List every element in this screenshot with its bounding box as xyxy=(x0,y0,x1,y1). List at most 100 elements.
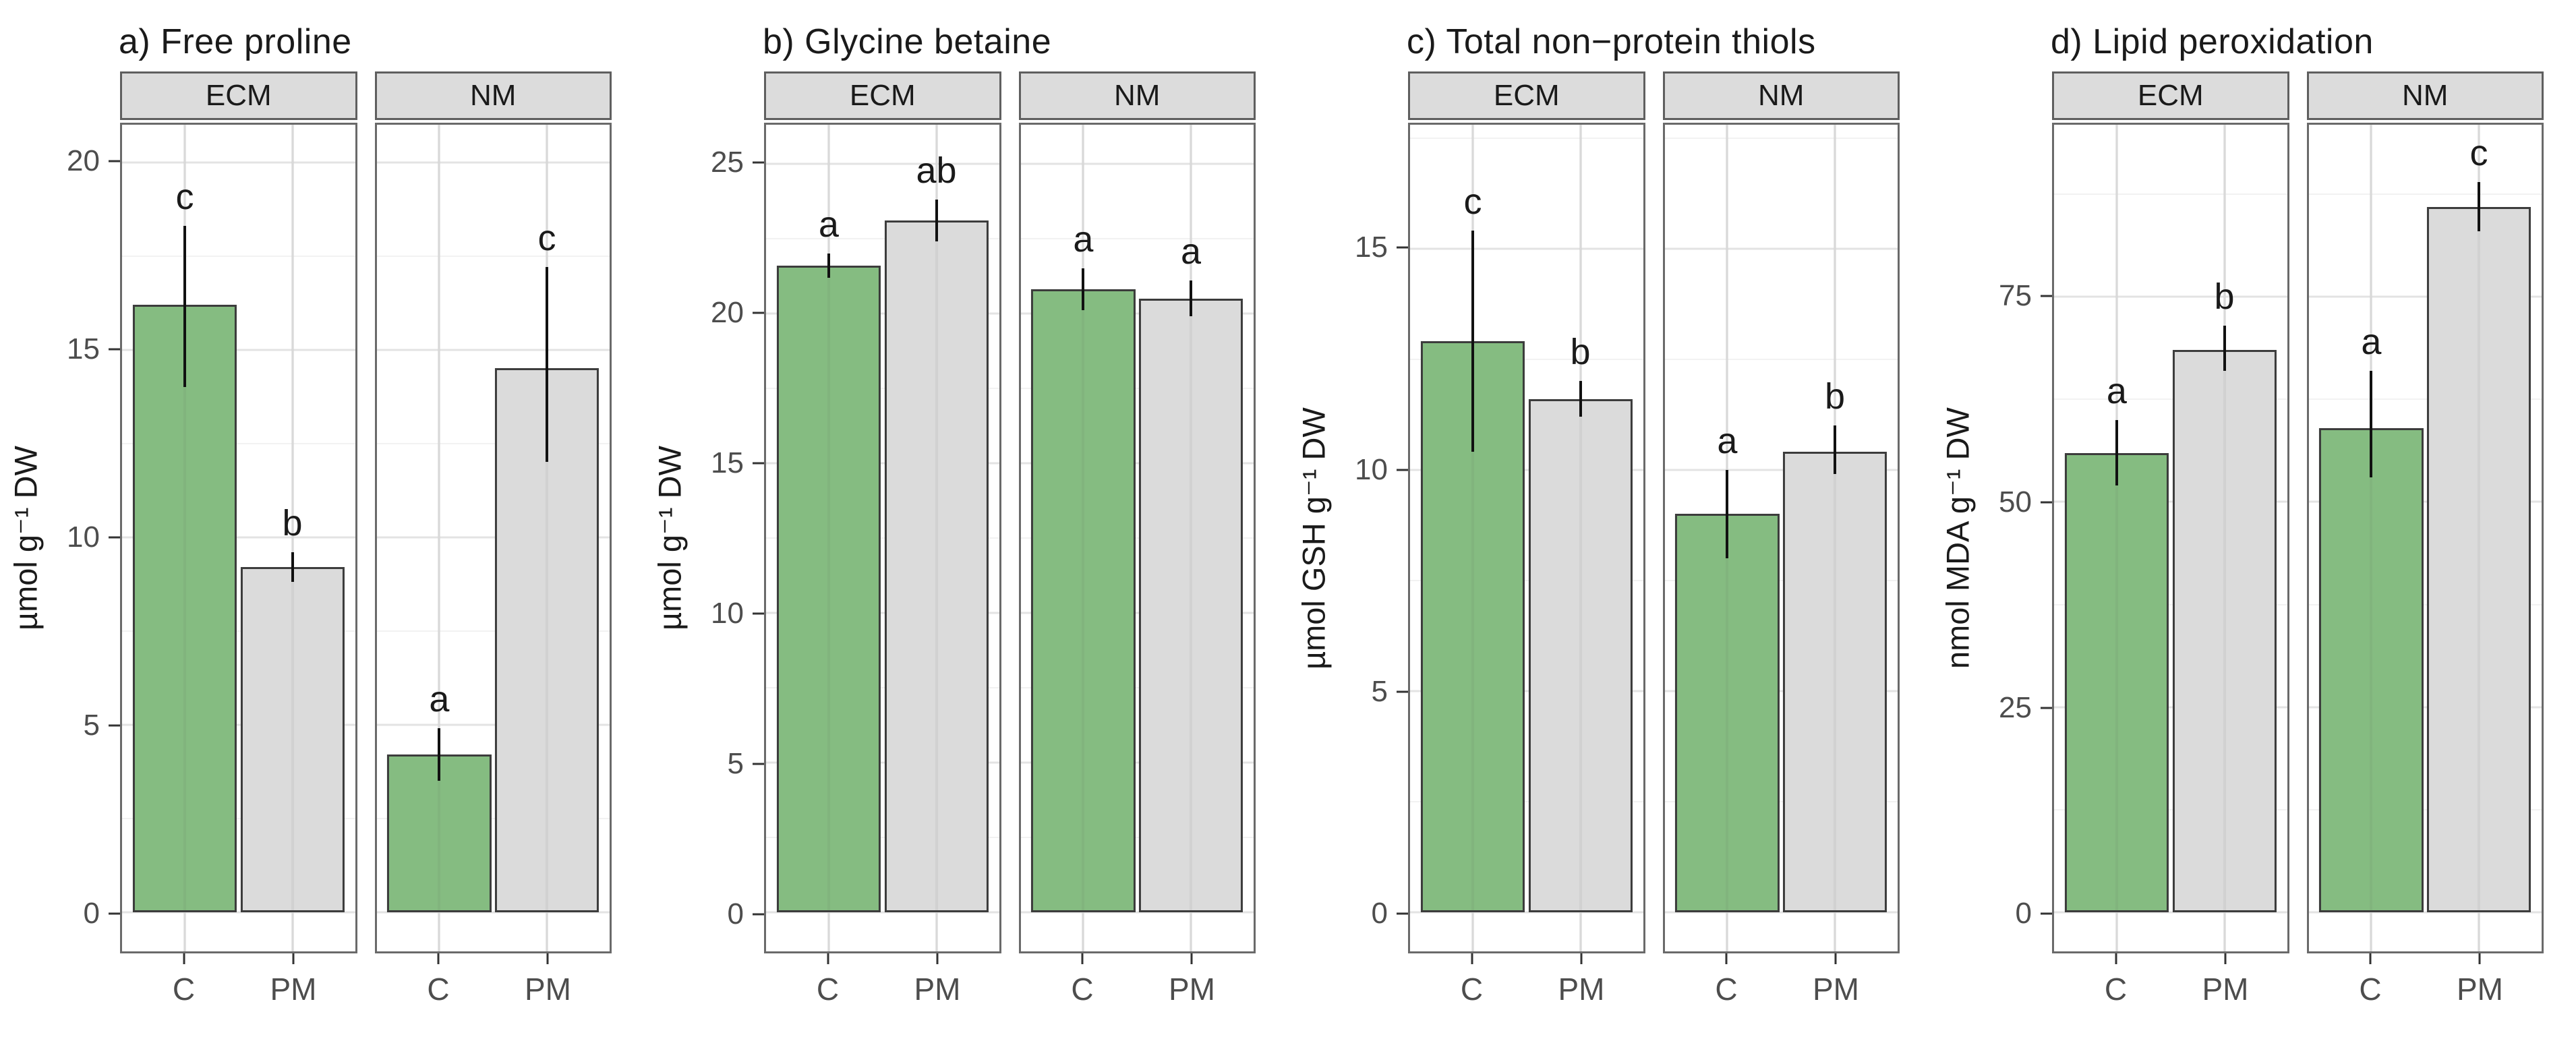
significance-letter: a xyxy=(429,679,450,720)
facet-strip-label: NM xyxy=(1662,71,1900,120)
error-bar xyxy=(2223,325,2226,371)
gridline-major xyxy=(376,723,610,726)
significance-letter: b xyxy=(282,502,303,543)
bar-nm-pm xyxy=(1139,298,1243,913)
gridline-overlay xyxy=(183,125,186,951)
gridline-minor xyxy=(2054,603,2287,605)
x-tick-label: PM xyxy=(1168,972,1215,1007)
gridline-overlay xyxy=(2223,125,2226,951)
gridline-major xyxy=(122,723,355,726)
y-tick-label: 25 xyxy=(1999,691,2032,725)
x-tick-label: C xyxy=(172,972,196,1007)
gridline-major xyxy=(766,612,999,614)
x-tick-mark xyxy=(1190,953,1193,964)
error-bar xyxy=(546,267,549,463)
error-bar xyxy=(1579,381,1582,417)
y-axis-ticks: 0 5 10 15 20 25 xyxy=(691,123,764,953)
gridline-major xyxy=(766,162,999,165)
bar-ecm-c xyxy=(132,304,237,912)
x-tick-mark xyxy=(546,953,549,964)
gridline-major xyxy=(122,349,355,351)
x-tick-label: C xyxy=(1071,972,1094,1007)
gridline-minor xyxy=(1020,387,1254,389)
gridline-major xyxy=(766,761,999,764)
gridline-major xyxy=(766,312,999,315)
x-axis: C PM xyxy=(2052,953,2289,1015)
x-tick-label: PM xyxy=(2456,972,2503,1007)
facet-strip-label: ECM xyxy=(1408,71,1645,120)
bar-nm-pm xyxy=(2427,206,2531,912)
y-tick-mark xyxy=(753,161,764,164)
y-tick-mark xyxy=(753,612,764,615)
gridline-major xyxy=(1020,462,1254,465)
gridline-overlay xyxy=(1579,125,1582,951)
gridline-major xyxy=(1664,247,1898,250)
significance-letter: b xyxy=(2214,276,2235,317)
y-tick-mark xyxy=(753,913,764,916)
gridline-overlay xyxy=(438,125,441,951)
gridline-major xyxy=(766,462,999,465)
significance-letter: c xyxy=(537,218,556,259)
error-bar xyxy=(183,226,186,388)
x-tick-mark xyxy=(1580,953,1583,964)
y-tick-label: 25 xyxy=(711,145,744,179)
gridline-minor xyxy=(376,630,610,632)
error-bar xyxy=(935,200,938,242)
y-tick-label: 50 xyxy=(1999,485,2032,518)
x-axis: C PM xyxy=(375,953,612,1015)
facet-strip-label: NM xyxy=(1018,71,1256,120)
y-tick-mark xyxy=(2041,912,2052,915)
x-axis: C PM xyxy=(1663,953,1900,1015)
error-bar xyxy=(1471,231,1474,452)
x-tick-mark xyxy=(292,953,295,964)
gridline-minor xyxy=(1410,800,1643,802)
x-tick-mark xyxy=(936,953,939,964)
gridline-major xyxy=(1020,162,1254,165)
gridline-minor xyxy=(122,630,355,632)
facet-strip-label: ECM xyxy=(2052,71,2289,120)
y-tick-label: 0 xyxy=(2015,897,2032,930)
gridline-minor xyxy=(376,442,610,444)
gridline-minor xyxy=(376,255,610,257)
y-tick-mark xyxy=(753,763,764,765)
gridline-major xyxy=(1410,247,1643,250)
bar-ecm-pm xyxy=(1528,398,1633,912)
y-tick-mark xyxy=(1397,469,1408,471)
gridline-overlay xyxy=(2478,125,2481,951)
y-tick-mark xyxy=(1397,246,1408,249)
facet: ECM a ab C PM xyxy=(764,71,1001,1015)
chart: d) Lipid peroxidation nmol MDA g⁻¹ DW 0 2… xyxy=(1932,15,2576,1037)
chart-title: c) Total non−protein thiols xyxy=(1407,22,1816,61)
chart-title: a) Free proline xyxy=(119,22,352,61)
error-bar xyxy=(1082,268,1085,311)
x-tick-mark xyxy=(183,953,185,964)
x-tick-label: PM xyxy=(1558,972,1605,1007)
y-tick-mark xyxy=(1397,912,1408,915)
gridline-minor xyxy=(1664,358,1898,360)
significance-letter: a xyxy=(2106,370,2127,411)
gridline-overlay xyxy=(546,125,549,951)
error-bar xyxy=(2370,370,2373,477)
chart-title: b) Glycine betaine xyxy=(763,22,1052,61)
gridline-minor xyxy=(1020,237,1254,239)
gridline-minor xyxy=(1664,137,1898,139)
x-tick-label: PM xyxy=(524,972,571,1007)
error-bar xyxy=(1726,469,1729,558)
y-tick-mark xyxy=(109,536,120,539)
gridline-major xyxy=(1410,690,1643,692)
significance-letter: a xyxy=(2361,321,2382,362)
y-tick-mark xyxy=(109,348,120,351)
x-tick-label: C xyxy=(816,972,840,1007)
y-tick-mark xyxy=(2041,707,2052,709)
gridline-overlay xyxy=(1471,125,1474,951)
bar-nm-pm xyxy=(1783,452,1887,912)
